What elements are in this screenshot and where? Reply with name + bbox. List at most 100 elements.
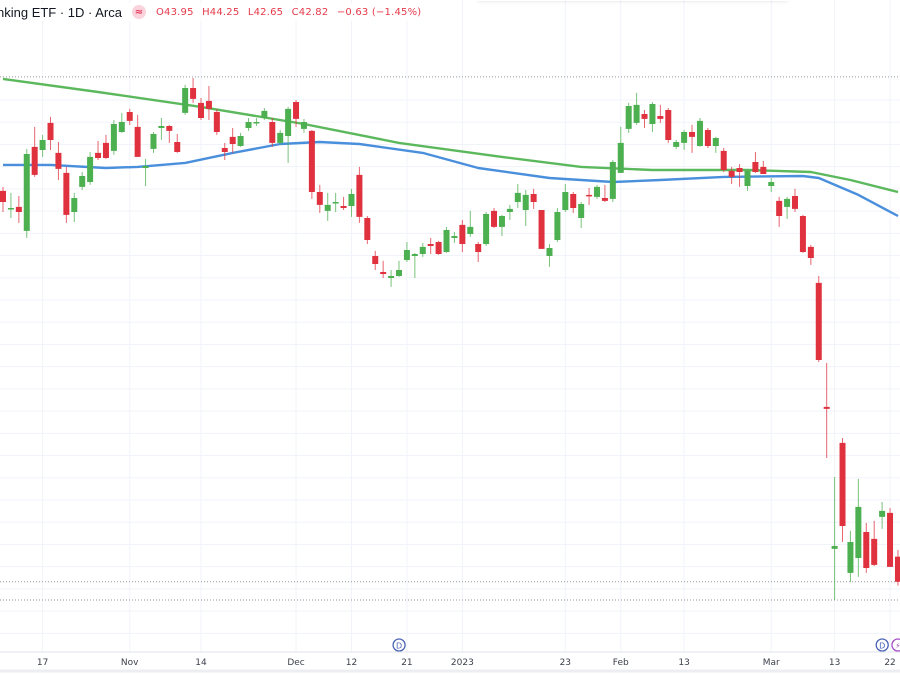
- candle-body: [356, 174, 363, 217]
- candle-body: [839, 442, 846, 526]
- candle-body: [269, 122, 276, 143]
- candle-up: [79, 172, 86, 190]
- candle-body: [15, 206, 22, 212]
- candle-body: [324, 204, 331, 211]
- candle-up: [506, 204, 513, 220]
- candle-up: [300, 118, 307, 133]
- split-marker[interactable]: ⚡: [891, 638, 900, 652]
- x-tick-label: Dec: [287, 658, 304, 668]
- toolbar-shadow: [478, 0, 788, 1]
- candle-down: [293, 100, 300, 127]
- candle-body: [0, 190, 6, 202]
- dividend-icon[interactable]: [392, 638, 406, 652]
- candle-up: [39, 134, 46, 157]
- candle-body: [435, 242, 442, 254]
- candle-up: [467, 210, 474, 237]
- event-label: D: [879, 642, 885, 651]
- candle-up: [388, 270, 395, 287]
- candle-down: [689, 124, 696, 153]
- candle-up: [451, 232, 458, 243]
- lightning-icon[interactable]: [891, 638, 900, 652]
- candle-down: [63, 166, 70, 223]
- candle-body: [71, 198, 78, 212]
- candle-body: [491, 210, 498, 227]
- close-value: C42.82: [291, 6, 329, 18]
- candle-body: [609, 162, 616, 199]
- candle-body: [657, 116, 664, 119]
- candle-body: [530, 194, 537, 202]
- candle-body: [166, 126, 173, 131]
- candle-down: [887, 508, 894, 567]
- candle-down: [641, 110, 648, 128]
- candle-body: [229, 136, 236, 144]
- x-tick-label: 13: [829, 658, 840, 668]
- candle-body: [601, 198, 608, 201]
- candle-up: [237, 132, 244, 147]
- candle-up: [594, 184, 600, 199]
- candle-body: [673, 142, 680, 147]
- candle-body: [483, 214, 490, 244]
- candle-body: [221, 148, 228, 152]
- candle-down: [356, 166, 363, 223]
- candle-up: [396, 260, 402, 277]
- dividend-marker[interactable]: D: [392, 638, 406, 652]
- candle-body: [285, 108, 292, 136]
- candle-up: [261, 108, 268, 120]
- candle-body: [538, 210, 545, 249]
- candle-body: [649, 104, 656, 124]
- candle-body: [213, 112, 220, 132]
- candle-down: [308, 130, 315, 199]
- candle-up: [847, 530, 854, 582]
- time-axis[interactable]: 17 Nov 14 Dec 12 21 2023 23 Feb 13 Mar 13 22: [37, 658, 896, 668]
- candle-body: [95, 152, 102, 158]
- dividend-icon[interactable]: [875, 638, 889, 652]
- candle-body: [308, 130, 315, 192]
- candle-down: [799, 214, 806, 253]
- candle-body: [388, 276, 395, 278]
- candle-down: [221, 142, 228, 160]
- candle-down: [269, 118, 276, 147]
- candle-up: [633, 92, 640, 125]
- candle-body: [332, 202, 339, 204]
- candle-down: [364, 216, 371, 244]
- candle-body: [150, 134, 157, 149]
- candle-down: [823, 362, 830, 458]
- event-label: D: [396, 642, 402, 651]
- candle-down: [380, 260, 387, 278]
- candle-body: [31, 146, 38, 175]
- candle-up: [403, 242, 410, 262]
- candle-up: [696, 118, 703, 147]
- candle-body: [198, 102, 204, 118]
- candle-body: [237, 136, 244, 146]
- x-tick-label: Feb: [613, 658, 629, 668]
- candle-body: [182, 88, 189, 113]
- approx-equal-icon[interactable]: ≈: [131, 5, 146, 19]
- candle-body: [887, 512, 894, 567]
- candle-body: [190, 88, 197, 99]
- candle-down: [807, 244, 814, 265]
- candle-up: [150, 132, 157, 153]
- candle-body: [475, 244, 482, 252]
- candle-down: [102, 134, 109, 159]
- candle-body: [807, 246, 814, 258]
- candle-body: [847, 542, 854, 573]
- candle-up: [285, 106, 292, 163]
- candle-body: [776, 200, 783, 216]
- candle-body: [451, 236, 458, 238]
- candle-up: [324, 192, 331, 221]
- candle-down: [126, 108, 133, 125]
- candle-body: [894, 556, 900, 582]
- candle-down: [815, 276, 822, 362]
- candle-down: [47, 116, 54, 150]
- candle-up: [23, 148, 30, 238]
- candle-up: [522, 190, 529, 226]
- candle-up: [768, 178, 775, 192]
- candle-up: [514, 184, 521, 208]
- candle-down: [340, 196, 347, 210]
- dividend-marker[interactable]: D: [875, 638, 889, 652]
- event-markers: D D ⚡: [392, 638, 900, 652]
- candle-up: [71, 192, 78, 222]
- candle-down: [839, 438, 846, 542]
- symbol-title[interactable]: nking ETF · 1D · Arca: [0, 4, 122, 20]
